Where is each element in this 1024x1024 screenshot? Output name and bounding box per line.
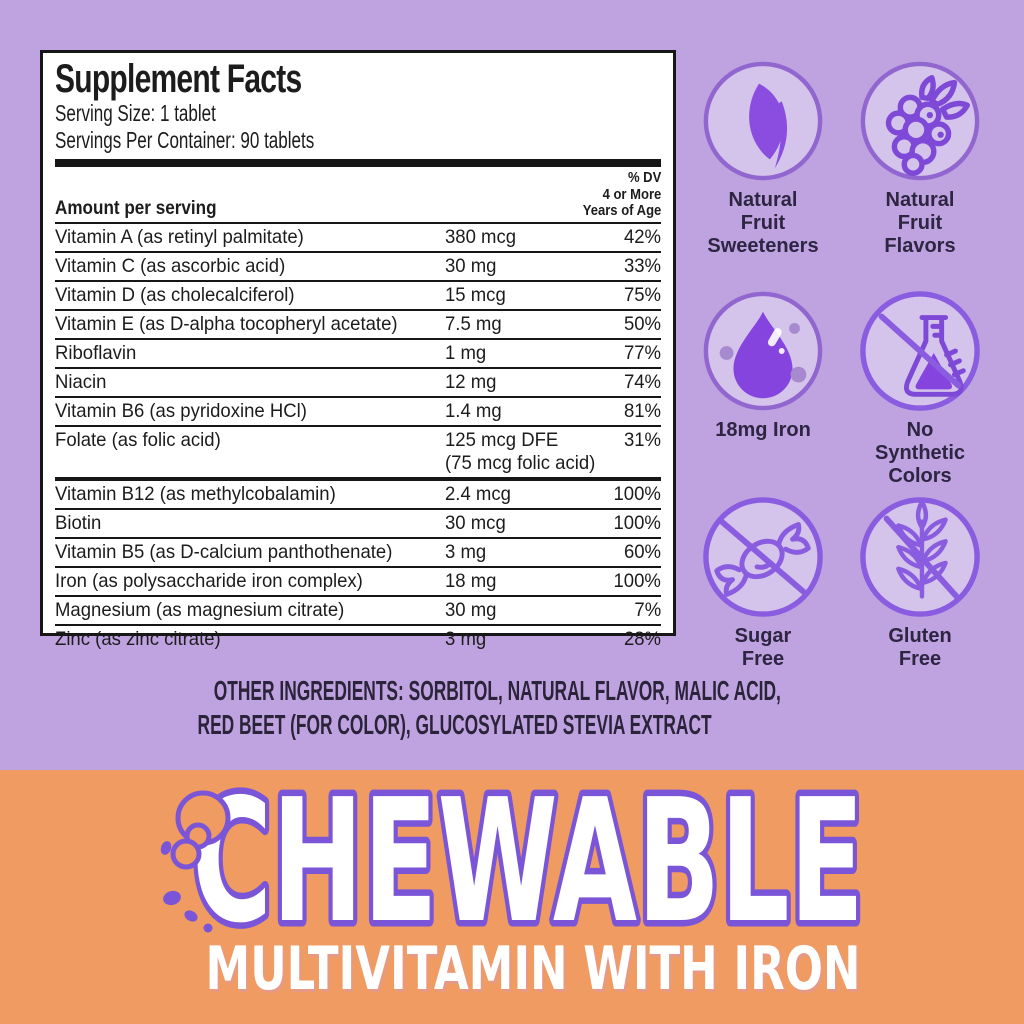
panel-title: Supplement Facts — [55, 57, 302, 101]
nutrient-name: Riboflavin — [55, 341, 137, 364]
nutrient-dv: 75% — [623, 283, 661, 306]
other-ingredients: OTHER INGREDIENTS: SORBITOL, NATURAL FLA… — [40, 674, 781, 742]
nutrient-amount: 12 mg — [445, 370, 497, 393]
badge-label: Natural Fruit Flavors — [884, 189, 956, 257]
nutrient-dv: 60% — [623, 540, 661, 563]
nutrient-name: Vitamin A (as retinyl palmitate) — [55, 225, 304, 248]
table-row: Niacin 12 mg 74% — [55, 369, 661, 398]
table-row: Biotin 30 mcg 100% — [55, 510, 661, 539]
bite-mark — [170, 790, 231, 870]
nutrient-name: Vitamin B12 (as methylcobalamin) — [55, 482, 336, 505]
other-ingredients-line-2: RED BEET (FOR COLOR), GLUCOSYLATED STEVI… — [197, 709, 712, 741]
nutrient-amount: 15 mcg — [445, 283, 506, 306]
table-row: Zinc (as zinc citrate) 3 mg 28% — [55, 626, 661, 653]
nutrient-dv: 100% — [613, 511, 661, 534]
nutrient-name: Biotin — [55, 511, 102, 534]
nutrient-name: Iron (as polysaccharide iron complex) — [55, 569, 363, 592]
nutrient-dv: 7% — [634, 598, 661, 621]
badge-label: 18mg Iron — [715, 419, 811, 441]
table-row: Vitamin B6 (as pyridoxine HCl) 1.4 mg 81… — [55, 398, 661, 427]
badge-sugar-free: Sugar Free — [678, 494, 848, 671]
table-header: Amount per serving % DV 4 or More Years … — [55, 167, 661, 222]
supplement-facts-panel: Supplement Facts Serving Size: 1 tablet … — [40, 50, 676, 650]
nutrient-dv: 74% — [623, 370, 661, 393]
serving-size: Serving Size: 1 tablet — [55, 100, 216, 126]
no-wheat-icon — [860, 497, 980, 617]
nutrient-dv: 50% — [623, 312, 661, 335]
badge-label: Gluten Free — [888, 625, 952, 670]
table-row: Vitamin C (as ascorbic acid) 30 mg 33% — [55, 253, 661, 282]
table-row: Vitamin B12 (as methylcobalamin) 2.4 mcg… — [55, 478, 661, 510]
table-row: Folate (as folic acid) 125 mcg DFE (75 mc… — [55, 427, 661, 479]
nutrient-amount: 18 mg — [445, 569, 497, 592]
badge-18mg-iron: 18mg Iron — [678, 288, 848, 442]
banner-headline: CHEWABLE — [192, 770, 864, 961]
nutrient-name: Vitamin E (as D-alpha tocopheryl acetate… — [55, 312, 398, 335]
nutrient-amount: 3 mg — [445, 540, 487, 563]
amount-per-serving-header: Amount per serving — [55, 197, 217, 219]
nutrient-amount: 2.4 mcg — [445, 482, 511, 505]
servings-per-container: Servings Per Container: 90 tablets — [55, 126, 315, 153]
nutrient-dv: 28% — [623, 627, 661, 650]
no-candy-icon — [703, 497, 823, 617]
other-ingredients-line-1: OTHER INGREDIENTS: SORBITOL, NATURAL FLA… — [213, 675, 781, 706]
badge-label: Natural Fruit Sweeteners — [707, 189, 819, 257]
nutrient-dv: 77% — [623, 341, 661, 364]
no-flask-icon — [860, 291, 980, 411]
badge-natural-fruit-sweeteners: Natural Fruit Sweeteners — [678, 58, 848, 258]
banner: CHEWABLE MULTIVITAMIN WITH IRON MULTIVIT… — [0, 770, 1024, 1024]
berry-icon — [860, 61, 980, 181]
nutrient-dv: 42% — [623, 225, 661, 248]
nutrient-amount: 1.4 mg — [445, 399, 502, 422]
table-row: Iron (as polysaccharide iron complex) 18… — [55, 568, 661, 597]
nutrient-name: Folate (as folic acid) — [55, 428, 221, 451]
nutrient-name: Vitamin C (as ascorbic acid) — [55, 254, 286, 277]
badge-natural-fruit-flavors: Natural Fruit Flavors — [835, 58, 1005, 258]
crumbs — [160, 841, 213, 933]
nutrient-dv: 31% — [623, 428, 661, 451]
badge-no-synthetic-colors: No Synthetic Colors — [835, 288, 1005, 488]
facts-rows: Vitamin A (as retinyl palmitate) 380 mcg… — [55, 221, 661, 653]
badge-label: Sugar Free — [734, 625, 792, 670]
table-row: Riboflavin 1 mg 77% — [55, 340, 661, 369]
table-row: Vitamin E (as D-alpha tocopheryl acetate… — [55, 311, 661, 340]
nutrient-dv: 33% — [623, 254, 661, 277]
table-row: Magnesium (as magnesium citrate) 30 mg 7… — [55, 597, 661, 626]
nutrient-dv: 81% — [623, 399, 661, 422]
nutrient-name: Vitamin B6 (as pyridoxine HCl) — [55, 399, 307, 422]
nutrient-name: Magnesium (as magnesium citrate) — [55, 598, 345, 621]
nutrient-amount: 30 mg — [445, 254, 497, 277]
nutrient-amount: 30 mcg — [445, 511, 506, 534]
badge-gluten-free: Gluten Free — [835, 494, 1005, 671]
table-row: Vitamin D (as cholecalciferol) 15 mcg 75… — [55, 282, 661, 311]
leaf-icon — [703, 61, 823, 181]
badge-label: No Synthetic Colors — [874, 419, 966, 487]
nutrient-amount: 1 mg — [445, 341, 487, 364]
table-row: Vitamin B5 (as D-calcium panthothenate) … — [55, 539, 661, 568]
iron-drop-icon — [703, 291, 823, 411]
nutrient-name: Niacin — [55, 370, 107, 393]
nutrient-amount: 380 mcg — [445, 225, 517, 248]
table-row: Vitamin A (as retinyl palmitate) 380 mcg… — [55, 224, 661, 253]
nutrient-dv: 100% — [613, 482, 661, 505]
nutrient-name: Vitamin D (as cholecalciferol) — [55, 283, 295, 306]
nutrient-amount: 7.5 mg — [445, 312, 502, 335]
nutrient-dv: 100% — [613, 569, 661, 592]
dv-header: % DV 4 or More Years of Age — [582, 170, 661, 220]
nutrient-name: Zinc (as zinc citrate) — [55, 627, 221, 650]
banner-subheadline: MULTIVITAMIN WITH IRON — [206, 934, 861, 1004]
nutrient-amount: 3 mg — [445, 627, 487, 650]
nutrient-amount: 125 mcg DFE (75 mcg folic acid) — [445, 428, 596, 474]
nutrient-name: Vitamin B5 (as D-calcium panthothenate) — [55, 540, 393, 563]
divider-thick — [55, 159, 661, 168]
nutrient-amount: 30 mg — [445, 598, 497, 621]
banner-subheadline-shadow: MULTIVITAMIN WITH IRON — [208, 937, 863, 1007]
